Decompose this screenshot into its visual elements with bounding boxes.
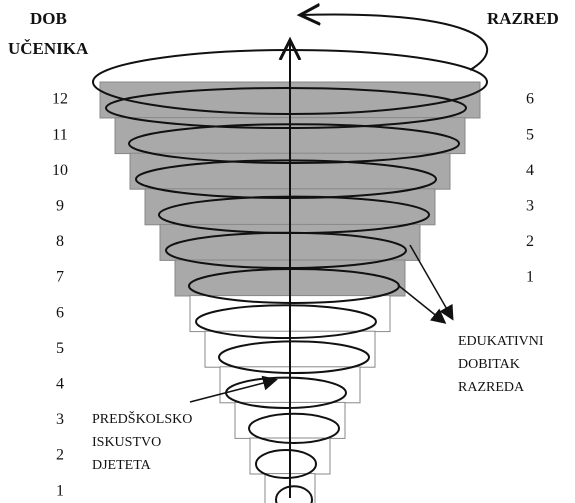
grade-label: 2	[526, 233, 534, 250]
spiral-loop	[255, 449, 317, 479]
grade-label: 6	[526, 91, 534, 108]
spiral-loop	[135, 159, 437, 199]
gain-arrow	[409, 244, 454, 321]
age-label: 11	[52, 126, 67, 143]
spiral-loop	[275, 485, 313, 503]
age-label: 2	[56, 447, 64, 464]
gain-label: RAZREDA	[458, 380, 525, 395]
spiral-loop	[195, 304, 377, 340]
grade-label: 1	[526, 269, 534, 286]
left-header: UČENIKA	[8, 39, 89, 58]
age-label: 5	[56, 340, 64, 357]
age-label: 8	[56, 233, 64, 250]
top-arrow	[300, 14, 489, 71]
age-label: 1	[56, 482, 64, 499]
gain-label: EDUKATIVNI	[458, 334, 544, 349]
right-header: RAZRED	[487, 9, 559, 28]
age-label: 9	[56, 197, 64, 214]
grade-label: 3	[526, 197, 534, 214]
age-label: 3	[56, 411, 64, 428]
gain-arrow	[397, 284, 447, 324]
spiral	[105, 87, 467, 503]
age-label: 7	[56, 269, 64, 286]
left-header: DOB	[30, 9, 67, 28]
preschool-arrow	[189, 375, 278, 403]
gain-label: DOBITAK	[458, 357, 520, 372]
spiral-loop	[128, 123, 460, 165]
spiral-loop	[218, 340, 370, 375]
age-label: 4	[56, 375, 64, 392]
grade-label: 5	[526, 126, 534, 143]
age-label: 12	[52, 91, 68, 108]
age-label: 10	[52, 162, 68, 179]
preschool-label: ISKUSTVO	[92, 435, 161, 450]
spiral-loop	[248, 412, 340, 444]
spiral-loop	[165, 231, 407, 269]
preschool-label: PREDŠKOLSKO	[92, 410, 192, 427]
grade-label: 4	[526, 162, 534, 179]
preschool-label: DJETETA	[92, 458, 152, 473]
spiral-loop	[105, 87, 467, 129]
age-label: 6	[56, 304, 64, 321]
